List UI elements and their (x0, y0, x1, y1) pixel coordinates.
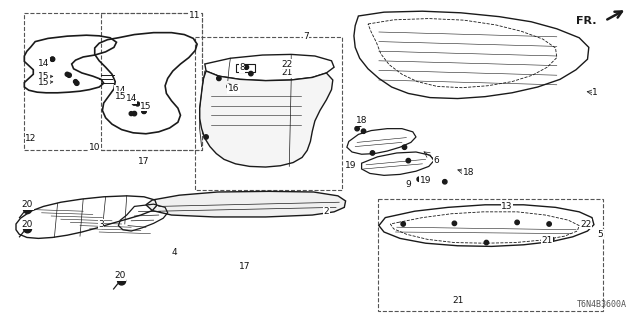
Circle shape (403, 145, 406, 149)
Text: 20: 20 (22, 220, 33, 228)
Text: 17: 17 (239, 262, 250, 271)
Polygon shape (200, 71, 333, 167)
Text: 16: 16 (228, 84, 239, 93)
Circle shape (285, 62, 289, 67)
Circle shape (484, 240, 488, 245)
Circle shape (67, 73, 71, 77)
Circle shape (244, 65, 248, 69)
Text: 10: 10 (89, 143, 100, 152)
Circle shape (204, 135, 208, 139)
Circle shape (547, 222, 551, 226)
Text: 1: 1 (593, 88, 598, 97)
Circle shape (65, 72, 69, 76)
Circle shape (217, 76, 221, 81)
Text: 21: 21 (281, 68, 292, 77)
Text: FR.: FR. (576, 16, 596, 26)
Circle shape (132, 111, 136, 116)
Circle shape (249, 71, 253, 76)
Circle shape (371, 151, 374, 155)
Text: 22: 22 (580, 220, 591, 228)
Text: 19: 19 (420, 176, 431, 185)
Circle shape (24, 225, 31, 233)
Text: 18: 18 (463, 168, 474, 177)
Circle shape (355, 126, 359, 131)
Bar (101, 13, 202, 150)
Text: 11: 11 (189, 11, 201, 20)
Circle shape (51, 57, 54, 61)
Text: 18: 18 (356, 116, 367, 125)
Circle shape (118, 277, 125, 285)
Circle shape (74, 80, 77, 84)
Circle shape (443, 180, 447, 184)
Circle shape (24, 206, 31, 214)
Text: 15: 15 (115, 92, 126, 100)
Circle shape (358, 122, 362, 126)
Text: 7: 7 (303, 32, 308, 41)
Circle shape (550, 237, 554, 242)
Text: 17: 17 (138, 157, 150, 166)
Text: 20: 20 (115, 271, 126, 280)
Text: 6: 6 (434, 156, 439, 165)
Circle shape (132, 101, 136, 105)
Text: 5: 5 (598, 230, 603, 239)
Text: 2: 2 (324, 207, 329, 216)
Circle shape (129, 112, 133, 116)
Text: 15: 15 (38, 78, 49, 87)
Text: 21: 21 (541, 236, 553, 245)
Circle shape (406, 158, 410, 163)
Circle shape (121, 94, 125, 98)
Circle shape (452, 221, 456, 226)
Bar (195, 37, 342, 190)
Bar (24, 13, 202, 150)
Circle shape (142, 109, 146, 113)
Polygon shape (146, 191, 346, 217)
Circle shape (456, 299, 460, 303)
Text: 4: 4 (172, 248, 177, 257)
Text: 21: 21 (452, 296, 463, 305)
Circle shape (136, 102, 140, 106)
Bar (378, 199, 603, 311)
Text: 14: 14 (125, 94, 137, 103)
Circle shape (227, 84, 231, 89)
Text: 14: 14 (38, 59, 49, 68)
Circle shape (51, 57, 54, 61)
Text: 22: 22 (281, 60, 292, 68)
Text: 15: 15 (38, 72, 49, 81)
Text: 19: 19 (345, 161, 356, 170)
Circle shape (121, 94, 125, 98)
Text: T6N4B3600A: T6N4B3600A (577, 300, 627, 309)
Circle shape (417, 177, 421, 181)
Text: 3: 3 (99, 220, 104, 228)
Circle shape (75, 81, 79, 85)
Circle shape (362, 129, 365, 133)
Circle shape (515, 220, 519, 225)
Circle shape (285, 71, 289, 76)
Text: 15: 15 (140, 102, 152, 111)
Text: 20: 20 (22, 200, 33, 209)
Circle shape (142, 109, 146, 114)
Text: 12: 12 (25, 134, 36, 143)
Text: 13: 13 (501, 202, 513, 211)
Text: 14: 14 (115, 86, 126, 95)
Text: 9: 9 (406, 180, 411, 189)
Circle shape (401, 222, 405, 226)
Text: 8: 8 (239, 63, 244, 72)
